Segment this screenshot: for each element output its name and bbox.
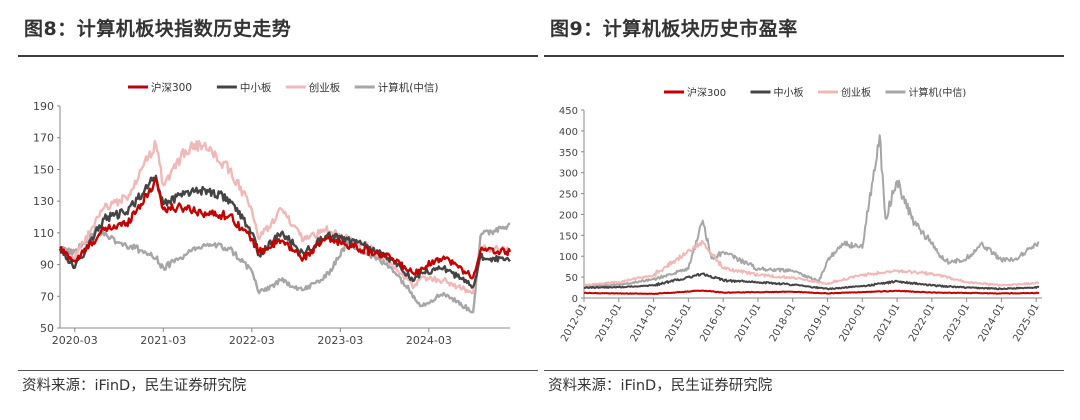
series-line [583,272,1040,291]
legend-label: 计算机(中信) [378,81,439,94]
x-tick-label: 2016-01 [698,302,728,344]
y-tick-label: 50 [40,322,54,335]
y-tick-label: 400 [559,127,578,138]
x-tick-label: 2018-01 [768,302,798,344]
x-tick-label: 2022-01 [907,302,937,344]
source-note: 资料来源：iFinD，民生证券研究院 [548,378,773,394]
x-tick-label: 2024-01 [977,302,1007,344]
series-line [583,289,1040,296]
source-rule [18,370,538,371]
title-rule [18,55,538,57]
legend-label: 中小板 [240,81,272,94]
y-tick-label: 350 [559,148,578,159]
chart-legend: 沪深300 中小板 创业板 计算机(中信) [664,86,966,99]
series-line [59,139,511,295]
source-rule [544,370,1064,371]
x-tick-label: 2023-01 [942,302,972,344]
index-line-chart: 沪深300 中小板 创业板 计算机(中信) 50 70 90 110 130 150 170 190 2… [33,81,512,347]
y-tick-label: 150 [33,163,54,176]
x-tick-label: 2020-03 [52,334,98,347]
y-tick-label: 70 [40,290,54,303]
series-line [583,134,1040,288]
series-line [584,239,1040,287]
y-tick-label: 90 [40,259,54,272]
y-tick-label: 100 [559,252,578,263]
series-line [58,174,511,289]
legend-label: 中小板 [774,86,804,99]
chart-panel-index: 图8：计算机板块指数历史走势 沪深300 中小板 创业板 计算机(中信) 50 70 90 1… [18,0,538,420]
series-line [59,222,511,314]
legend-label: 计算机(中信) [909,86,967,99]
source-note: 资料来源：iFinD，民生证券研究院 [22,378,247,394]
y-tick-label: 200 [559,210,578,221]
x-tick-label: 2022-03 [229,334,275,347]
x-tick-label: 2021-03 [140,334,186,347]
legend-label: 沪深300 [151,81,192,94]
y-tick-label: 190 [33,100,54,113]
x-tick-label: 2015-01 [664,302,694,344]
legend-label: 创业板 [309,81,341,94]
x-tick-label: 2020-01 [837,302,867,344]
chart-panel-pe: 图9：计算机板块历史市盈率 沪深300 中小板 创业板 计算机(中信) 0 50 100 15… [544,0,1064,420]
y-tick-label: 150 [559,231,578,242]
series-line [59,177,512,280]
y-tick-label: 110 [33,227,54,240]
pe-line-chart: 沪深300 中小板 创业板 计算机(中信) 0 50 100 150 200 250 300 350 4… [559,86,1042,344]
y-tick-label: 300 [559,169,578,180]
x-tick-label: 2014-01 [629,302,659,344]
x-tick-label: 2013-01 [594,302,624,344]
y-tick-label: 130 [33,195,54,208]
x-tick-label: 2012-01 [559,302,589,344]
legend-label: 创业板 [841,86,871,99]
y-tick-label: 170 [33,132,54,145]
x-tick-label: 2021-01 [872,302,902,344]
x-tick-label: 2017-01 [733,302,763,344]
x-tick-label: 2019-01 [803,302,833,344]
legend-label: 沪深300 [687,86,726,99]
x-tick-label: 2025-01 [1011,302,1041,344]
x-tick-label: 2024-03 [406,334,452,347]
figure-title: 图8：计算机板块指数历史走势 [24,18,292,40]
y-tick-label: 250 [559,190,578,201]
x-tick-label: 2023-03 [317,334,363,347]
chart-legend: 沪深300 中小板 创业板 计算机(中信) [128,81,438,94]
y-tick-label: 50 [565,273,578,284]
title-rule [544,55,1064,57]
y-tick-label: 0 [572,294,578,305]
figure-title: 图9：计算机板块历史市盈率 [550,18,798,40]
y-tick-label: 450 [559,106,578,117]
